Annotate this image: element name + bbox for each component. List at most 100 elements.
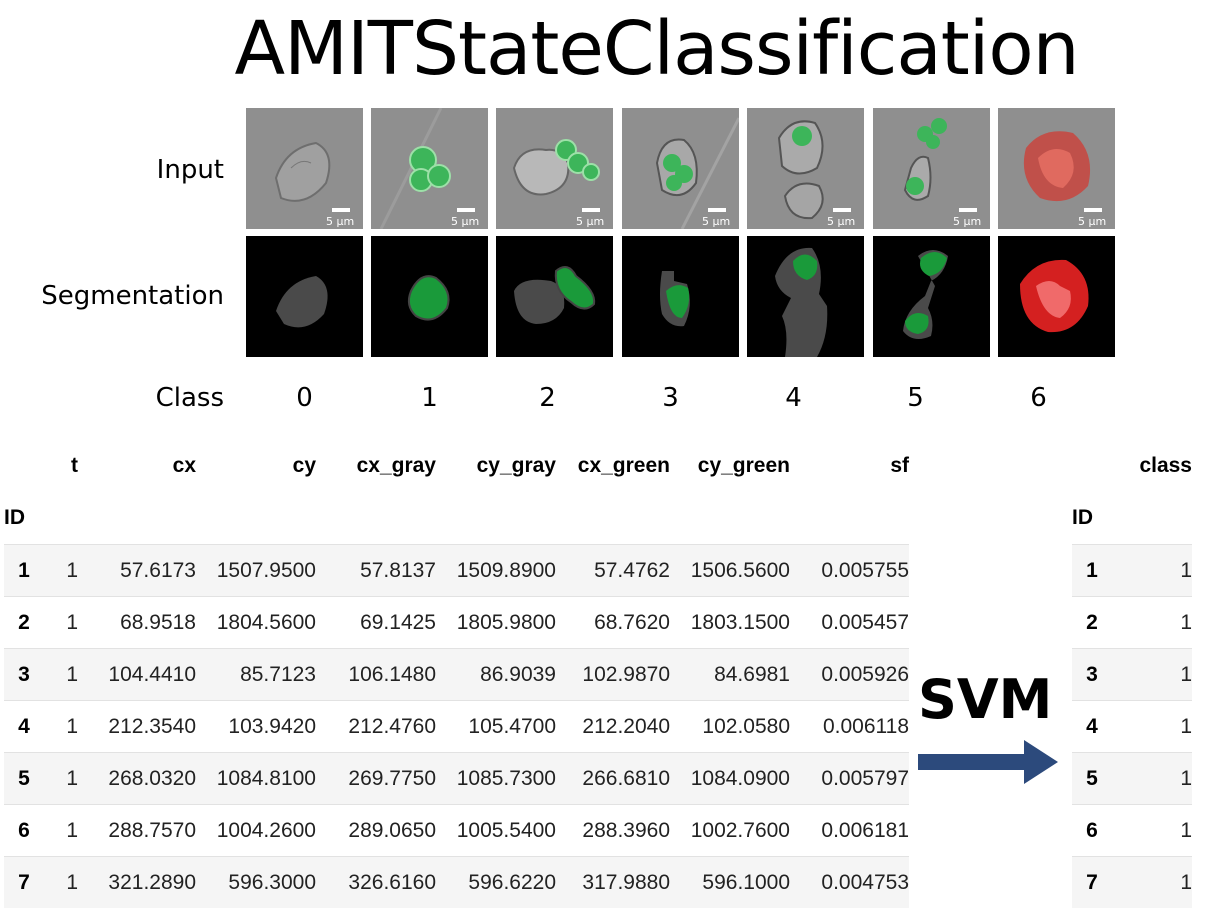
input-image-class-6: 5 µm	[998, 108, 1115, 229]
table-cell: 1002.7600	[670, 805, 790, 857]
column-header: class	[1112, 440, 1192, 492]
table-cell: 288.3960	[556, 805, 670, 857]
row-id-cell: 4	[1072, 701, 1112, 753]
table-cell: 102.0580	[670, 701, 790, 753]
table-cell: 317.9880	[556, 857, 670, 908]
table-cell: 104.4410	[78, 649, 196, 701]
table-header-row: t cx cy cx_gray cy_gray cx_green cy_gree…	[4, 440, 909, 492]
input-image-class-5: 5 µm	[873, 108, 990, 229]
row-id-cell: 6	[4, 805, 44, 857]
table-cell: 1	[1112, 597, 1192, 649]
table-cell: 85.7123	[196, 649, 316, 701]
scale-bar-label: 5 µm	[953, 215, 981, 228]
segmentation-image-class-4	[747, 236, 864, 357]
table-cell: 1	[44, 597, 78, 649]
table-cell: 68.7620	[556, 597, 670, 649]
input-image-class-4: 5 µm	[747, 108, 864, 229]
input-image-class-2: 5 µm	[496, 108, 613, 229]
table-cell: 1	[1112, 701, 1192, 753]
method-label: SVM	[918, 668, 1052, 731]
row-label-class: Class	[4, 383, 224, 413]
column-header: t	[44, 440, 78, 492]
table-cell: 1084.8100	[196, 753, 316, 805]
column-header: cy_green	[670, 440, 790, 492]
segmentation-image-class-0	[246, 236, 363, 357]
scale-bar-label: 5 µm	[576, 215, 604, 228]
table-cell: 326.6160	[316, 857, 436, 908]
table-index-row: ID	[4, 492, 909, 545]
features-table: t cx cy cx_gray cy_gray cx_green cy_gree…	[4, 440, 909, 908]
table-cell: 1	[1112, 545, 1192, 597]
table-cell: 84.6981	[670, 649, 790, 701]
table-cell: 289.0650	[316, 805, 436, 857]
table-cell: 106.1480	[316, 649, 436, 701]
row-id-cell: 4	[4, 701, 44, 753]
scale-bar-label: 5 µm	[827, 215, 855, 228]
table-cell: 596.3000	[196, 857, 316, 908]
table-cell: 57.4762	[556, 545, 670, 597]
table-cell: 1005.5400	[436, 805, 556, 857]
segmentation-image-class-2	[496, 236, 613, 357]
input-image-class-3: 5 µm	[622, 108, 739, 229]
table-cell: 1507.9500	[196, 545, 316, 597]
table-cell: 596.6220	[436, 857, 556, 908]
table-cell: 212.2040	[556, 701, 670, 753]
class-number: 4	[735, 383, 852, 413]
table-cell: 212.4760	[316, 701, 436, 753]
table-cell: 268.0320	[78, 753, 196, 805]
table-cell: 596.1000	[670, 857, 790, 908]
table-cell: 1	[44, 805, 78, 857]
table-cell: 1084.0900	[670, 753, 790, 805]
table-cell: 269.7750	[316, 753, 436, 805]
row-id-cell: 2	[4, 597, 44, 649]
table-cell: 0.005755	[790, 545, 909, 597]
class-number: 5	[857, 383, 974, 413]
segmentation-image-class-6	[998, 236, 1115, 357]
scale-bar-label: 5 µm	[326, 215, 354, 228]
row-id-cell: 6	[1072, 805, 1112, 857]
table-cell: 69.1425	[316, 597, 436, 649]
class-number: 3	[612, 383, 729, 413]
table-cell: 102.9870	[556, 649, 670, 701]
table-cell: 1509.8900	[436, 545, 556, 597]
class-number: 6	[980, 383, 1097, 413]
class-number: 0	[246, 383, 363, 413]
table-cell: 1	[1112, 753, 1192, 805]
row-id-cell: 7	[4, 857, 44, 908]
arrow-right-icon	[918, 740, 1058, 784]
segmentation-image-class-3	[622, 236, 739, 357]
table-cell: 1803.1500	[670, 597, 790, 649]
segmentation-image-class-1	[371, 236, 488, 357]
table-cell: 1506.5600	[670, 545, 790, 597]
table-cell: 1085.7300	[436, 753, 556, 805]
table-cell: 103.9420	[196, 701, 316, 753]
table-cell: 0.005457	[790, 597, 909, 649]
table-cell: 266.6810	[556, 753, 670, 805]
scale-bar-label: 5 µm	[702, 215, 730, 228]
table-cell: 1	[1112, 649, 1192, 701]
table-cell: 321.2890	[78, 857, 196, 908]
table-cell: 57.8137	[316, 545, 436, 597]
input-image-class-1: 5 µm	[371, 108, 488, 229]
row-id-cell: 7	[1072, 857, 1112, 908]
column-header: cx_green	[556, 440, 670, 492]
table-cell: 288.7570	[78, 805, 196, 857]
column-header: cy_gray	[436, 440, 556, 492]
row-id-cell: 5	[1072, 753, 1112, 805]
index-name-header: ID	[1072, 492, 1112, 545]
table-header-row: class	[1072, 440, 1192, 492]
row-id-cell: 2	[1072, 597, 1112, 649]
table-cell: 57.6173	[78, 545, 196, 597]
segmentation-image-class-5	[873, 236, 990, 357]
scale-bar-label: 5 µm	[451, 215, 479, 228]
row-label-input: Input	[4, 155, 224, 185]
